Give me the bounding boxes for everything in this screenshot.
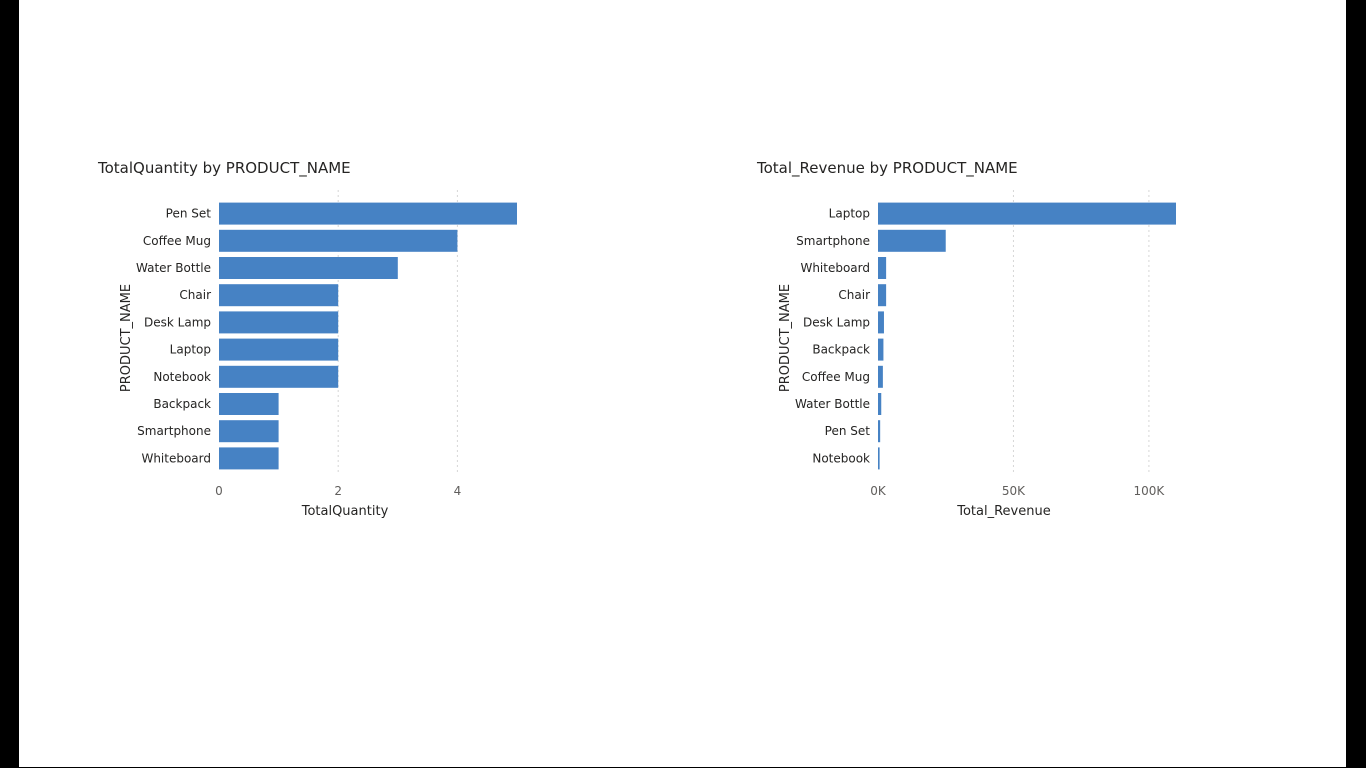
quantity-tick-label: 0 — [215, 484, 223, 498]
revenue-x-axis-title: Total_Revenue — [956, 504, 1050, 519]
quantity-category-label: Pen Set — [166, 207, 212, 221]
quantity-bar-pen-set[interactable] — [219, 202, 517, 225]
quantity-bar-desk-lamp[interactable] — [219, 311, 339, 334]
quantity-bar-notebook[interactable] — [219, 365, 339, 388]
quantity-bar-chart[interactable]: Pen Set Coffee Mug Water Bottle Chair Desk L… — [79, 180, 639, 560]
chart-title-quantity: TotalQuantity by PRODUCT_NAME — [98, 159, 351, 177]
quantity-bar-backpack[interactable] — [219, 393, 279, 415]
revenue-category-label: Coffee Mug — [802, 370, 870, 384]
chart-title-revenue: Total_Revenue by PRODUCT_NAME — [757, 159, 1018, 177]
revenue-bar-laptop[interactable] — [878, 202, 1176, 225]
revenue-y-axis-title: PRODUCT_NAME — [778, 284, 793, 392]
quantity-category-label: Chair — [179, 288, 211, 302]
revenue-category-label: Backpack — [812, 343, 870, 357]
revenue-bar-notebook[interactable] — [878, 447, 880, 470]
quantity-tick-label: 2 — [334, 484, 342, 498]
quantity-category-label: Smartphone — [137, 424, 211, 438]
revenue-bar-chair[interactable] — [878, 284, 887, 307]
quantity-category-label: Backpack — [153, 397, 211, 411]
revenue-category-label: Desk Lamp — [803, 315, 870, 329]
revenue-category-label: Water Bottle — [795, 397, 870, 411]
revenue-tick-label: 100K — [1134, 484, 1166, 498]
revenue-tick-label: 0K — [870, 484, 887, 498]
revenue-bar-water-bottle[interactable] — [878, 393, 882, 415]
quantity-bar-coffee-mug[interactable] — [219, 229, 458, 252]
revenue-category-label: Pen Set — [825, 424, 871, 438]
quantity-x-axis-title: TotalQuantity — [301, 504, 389, 519]
revenue-bar-coffee-mug[interactable] — [878, 365, 883, 388]
quantity-category-label: Desk Lamp — [144, 315, 211, 329]
quantity-category-label: Laptop — [170, 343, 211, 357]
revenue-tick-label: 50K — [1002, 484, 1026, 498]
revenue-category-label: Chair — [838, 288, 870, 302]
report-canvas: TotalQuantity by PRODUCT_NAME Pen Set Cof… — [19, 0, 1346, 767]
revenue-bar-smartphone[interactable] — [878, 229, 946, 252]
revenue-category-label: Whiteboard — [800, 261, 870, 275]
revenue-category-label: Smartphone — [796, 234, 870, 248]
quantity-bar-water-bottle[interactable] — [219, 257, 398, 279]
quantity-category-label: Coffee Mug — [143, 234, 211, 248]
quantity-category-label: Whiteboard — [141, 451, 211, 465]
quantity-tick-label: 4 — [454, 484, 462, 498]
revenue-bar-desk-lamp[interactable] — [878, 311, 884, 334]
quantity-category-label: Water Bottle — [136, 261, 211, 275]
revenue-bar-pen-set[interactable] — [878, 420, 881, 443]
revenue-bar-whiteboard[interactable] — [878, 257, 887, 279]
revenue-category-label: Laptop — [829, 207, 870, 221]
quantity-bar-laptop[interactable] — [219, 338, 339, 361]
quantity-bar-smartphone[interactable] — [219, 420, 279, 443]
revenue-category-label: Notebook — [812, 451, 870, 465]
revenue-bar-chart[interactable]: Laptop Smartphone Whiteboard Chair Desk Lamp… — [738, 180, 1298, 560]
quantity-y-axis-title: PRODUCT_NAME — [119, 284, 134, 392]
revenue-bar-backpack[interactable] — [878, 338, 884, 361]
quantity-bar-chair[interactable] — [219, 284, 339, 307]
quantity-bar-whiteboard[interactable] — [219, 447, 279, 470]
quantity-category-label: Notebook — [153, 370, 211, 384]
